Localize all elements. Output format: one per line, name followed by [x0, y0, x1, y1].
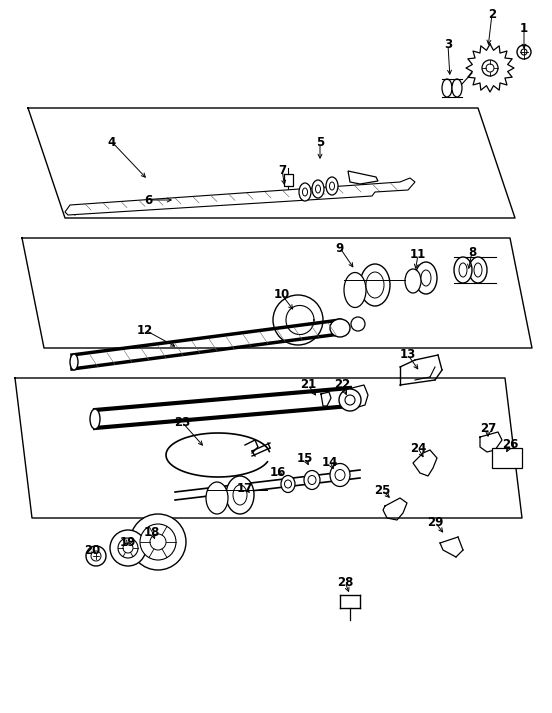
Text: 3: 3 [444, 39, 452, 51]
Polygon shape [350, 385, 368, 408]
Ellipse shape [360, 264, 390, 306]
Circle shape [130, 514, 186, 570]
Ellipse shape [304, 471, 320, 490]
Text: 6: 6 [144, 193, 152, 207]
Ellipse shape [452, 79, 462, 97]
Ellipse shape [299, 183, 311, 201]
Ellipse shape [442, 79, 452, 97]
Circle shape [482, 60, 498, 76]
Ellipse shape [421, 270, 431, 286]
Ellipse shape [405, 269, 421, 293]
Text: 19: 19 [120, 535, 136, 548]
Ellipse shape [312, 180, 324, 198]
Circle shape [521, 49, 527, 55]
Circle shape [273, 295, 323, 345]
Text: 24: 24 [410, 441, 426, 454]
Ellipse shape [206, 482, 228, 514]
Ellipse shape [344, 272, 366, 307]
Ellipse shape [335, 469, 345, 481]
Text: 25: 25 [374, 483, 390, 496]
Text: 2: 2 [488, 8, 496, 21]
Text: 9: 9 [336, 242, 344, 255]
Polygon shape [348, 171, 378, 184]
Ellipse shape [233, 485, 247, 505]
Text: 7: 7 [278, 163, 286, 177]
Text: 23: 23 [174, 416, 190, 429]
Text: 29: 29 [427, 515, 443, 528]
Ellipse shape [226, 476, 254, 514]
Circle shape [118, 538, 138, 558]
Ellipse shape [366, 272, 384, 298]
Text: 27: 27 [480, 421, 496, 434]
Text: 10: 10 [274, 289, 290, 302]
Ellipse shape [351, 317, 365, 331]
Text: 26: 26 [502, 438, 518, 451]
Polygon shape [413, 450, 437, 476]
Ellipse shape [281, 476, 295, 493]
Circle shape [150, 534, 166, 550]
Text: 17: 17 [237, 481, 253, 495]
Ellipse shape [330, 182, 335, 190]
Text: 18: 18 [144, 525, 160, 538]
Ellipse shape [330, 463, 350, 486]
Ellipse shape [316, 185, 321, 193]
Ellipse shape [345, 395, 355, 405]
Text: 15: 15 [297, 451, 313, 464]
Ellipse shape [90, 409, 100, 429]
Circle shape [140, 524, 176, 560]
Circle shape [517, 45, 531, 59]
Circle shape [123, 543, 133, 553]
Text: 13: 13 [400, 349, 416, 361]
Ellipse shape [454, 257, 472, 283]
Ellipse shape [326, 177, 338, 195]
Ellipse shape [302, 188, 307, 196]
Ellipse shape [415, 262, 437, 294]
Ellipse shape [308, 476, 316, 485]
Ellipse shape [330, 319, 350, 337]
Circle shape [86, 546, 106, 566]
Ellipse shape [474, 263, 482, 277]
Text: 16: 16 [270, 466, 286, 478]
Text: 5: 5 [316, 135, 324, 148]
Text: 1: 1 [520, 21, 528, 34]
Text: 14: 14 [322, 456, 338, 468]
Circle shape [486, 64, 494, 72]
Text: 22: 22 [334, 379, 350, 391]
Text: 12: 12 [137, 324, 153, 337]
Ellipse shape [284, 480, 291, 488]
Bar [492, 448, 522, 468]
Text: 4: 4 [108, 135, 116, 148]
Text: 28: 28 [337, 575, 353, 588]
Text: 11: 11 [410, 249, 426, 262]
Polygon shape [65, 178, 415, 215]
Ellipse shape [459, 263, 467, 277]
Circle shape [91, 551, 101, 561]
Ellipse shape [70, 354, 78, 370]
Text: 21: 21 [300, 379, 316, 391]
Text: 8: 8 [468, 245, 476, 259]
Text: 20: 20 [84, 543, 100, 557]
Ellipse shape [469, 257, 487, 283]
Ellipse shape [339, 389, 361, 411]
Circle shape [110, 530, 146, 566]
